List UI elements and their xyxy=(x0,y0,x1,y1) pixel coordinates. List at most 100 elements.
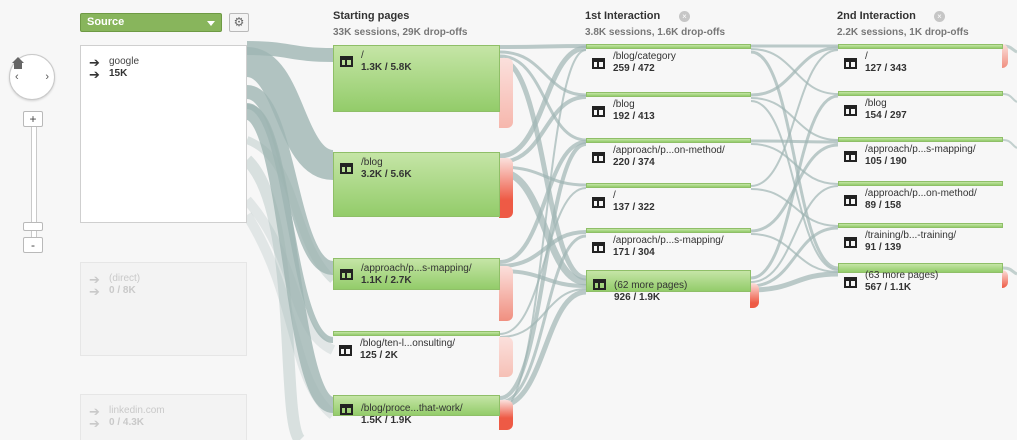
column-subtitle-second-interaction: 2.2K sessions, 1K drop-offs xyxy=(837,27,969,38)
first-interaction-node[interactable]: / 137 / 322 xyxy=(586,183,751,217)
dropoff-indicator[interactable] xyxy=(499,337,513,377)
page-volume-bar xyxy=(586,183,751,188)
page-stats: 1.3K / 5.8K xyxy=(361,62,412,73)
page-stats: 926 / 1.9K xyxy=(614,292,661,303)
first-interaction-node[interactable]: /approach/p...s-mapping/ 171 / 304 xyxy=(586,228,751,262)
source-arrow-icon: ➔ ➔ xyxy=(89,55,100,82)
source-count: 15K xyxy=(109,68,128,79)
page-volume-bar xyxy=(586,228,751,233)
starting-page-node[interactable]: /blog/ten-l...onsulting/ 125 / 2K xyxy=(333,331,500,365)
source-arrow-icon: ➔ ➔ xyxy=(89,272,100,299)
page-icon xyxy=(592,58,605,69)
page-label: / xyxy=(865,51,868,62)
dropoff-indicator[interactable] xyxy=(499,58,513,128)
page-icon xyxy=(593,279,606,290)
zoom-slider-handle[interactable] xyxy=(23,222,43,231)
source-node-direct[interactable]: ➔ ➔ (direct) 0 / 8K xyxy=(80,262,247,356)
page-label: /blog/ten-l...onsulting/ xyxy=(360,338,456,349)
page-stats: 567 / 1.1K xyxy=(865,282,912,293)
column-title-first-interaction: 1st Interaction xyxy=(585,10,661,22)
page-volume-bar xyxy=(838,263,1003,273)
page-label: /approach/p...s-mapping/ xyxy=(361,263,472,274)
page-icon xyxy=(844,58,857,69)
page-volume-bar xyxy=(586,92,751,97)
source-name: google xyxy=(109,56,140,67)
pan-left-icon[interactable]: ‹ xyxy=(15,71,19,83)
page-label: (62 more pages) xyxy=(614,280,688,291)
settings-button[interactable]: ⚙ xyxy=(229,13,249,32)
source-node-google[interactable]: ➔ ➔ google 15K xyxy=(80,45,247,223)
dropoff-indicator[interactable] xyxy=(1002,44,1008,68)
page-icon xyxy=(844,277,857,288)
page-stats: 220 / 374 xyxy=(613,157,655,168)
chevron-down-icon xyxy=(207,21,215,26)
page-icon xyxy=(844,105,857,116)
pan-control[interactable]: ‹ › xyxy=(9,54,55,100)
page-icon xyxy=(339,345,352,356)
source-count: 0 / 8K xyxy=(109,285,136,296)
first-interaction-node[interactable]: /blog 192 / 413 xyxy=(586,92,751,126)
second-interaction-node[interactable]: /approach/p...s-mapping/ 105 / 190 xyxy=(838,137,1003,171)
starting-page-node[interactable]: /blog/proce...that-work/ 1.5K / 1.9K xyxy=(333,395,500,426)
page-volume-bar xyxy=(838,223,1003,228)
page-stats: 171 / 304 xyxy=(613,247,655,258)
close-icon[interactable]: × xyxy=(679,11,690,22)
gear-icon: ⚙ xyxy=(233,15,245,29)
dropoff-indicator[interactable] xyxy=(499,400,513,430)
page-label: /approach/p...on-method/ xyxy=(613,145,725,156)
page-volume-bar xyxy=(333,331,500,336)
source-count: 0 / 4.3K xyxy=(109,417,145,428)
page-label: /blog xyxy=(613,99,635,110)
starting-page-node[interactable]: /approach/p...s-mapping/ 1.1K / 2.7K xyxy=(333,258,500,290)
dropoff-indicator[interactable] xyxy=(499,266,513,321)
first-interaction-node[interactable]: /blog/category 259 / 472 xyxy=(586,44,751,78)
close-icon[interactable]: × xyxy=(934,11,945,22)
page-label: /approach/p...s-mapping/ xyxy=(613,235,724,246)
page-volume-bar xyxy=(586,44,751,49)
page-volume-bar xyxy=(586,138,751,143)
page-stats: 105 / 190 xyxy=(865,156,907,167)
page-label: /blog xyxy=(361,157,383,168)
second-interaction-node[interactable]: (63 more pages) 567 / 1.1K xyxy=(838,263,1003,297)
page-label: /training/b...-training/ xyxy=(865,230,957,241)
second-interaction-node[interactable]: /blog 154 / 297 xyxy=(838,91,1003,125)
first-interaction-node[interactable]: (62 more pages) 926 / 1.9K xyxy=(586,270,751,303)
zoom-in-button[interactable]: + xyxy=(23,111,43,127)
column-subtitle-first-interaction: 3.8K sessions, 1.6K drop-offs xyxy=(585,27,726,38)
second-interaction-node[interactable]: / 127 / 343 xyxy=(838,44,1003,78)
page-icon xyxy=(340,56,353,67)
page-stats: 259 / 472 xyxy=(613,63,655,74)
page-icon xyxy=(340,269,353,280)
dimension-select-label: Source xyxy=(87,16,125,28)
starting-page-node[interactable]: /blog 3.2K / 5.6K xyxy=(333,152,500,217)
second-interaction-node[interactable]: /approach/p...on-method/ 89 / 158 xyxy=(838,181,1003,215)
dropoff-indicator[interactable] xyxy=(750,283,759,308)
page-label: /approach/p...s-mapping/ xyxy=(865,144,976,155)
page-label: / xyxy=(361,50,364,61)
home-icon[interactable] xyxy=(10,55,26,71)
dimension-select[interactable]: Source xyxy=(80,13,222,32)
page-icon xyxy=(592,242,605,253)
page-stats: 125 / 2K xyxy=(360,350,398,361)
page-icon xyxy=(340,163,353,174)
page-volume-bar xyxy=(838,181,1003,186)
column-title-starting-pages: Starting pages xyxy=(333,10,410,22)
pan-right-icon[interactable]: › xyxy=(45,71,49,83)
page-stats: 91 / 139 xyxy=(865,242,902,253)
page-volume-bar xyxy=(838,44,1003,49)
first-interaction-node[interactable]: /approach/p...on-method/ 220 / 374 xyxy=(586,138,751,172)
dropoff-indicator[interactable] xyxy=(1002,270,1008,288)
page-icon xyxy=(844,237,857,248)
zoom-out-button[interactable]: - xyxy=(23,237,43,253)
page-label: / xyxy=(613,190,616,201)
page-stats: 154 / 297 xyxy=(865,110,907,121)
page-stats: 3.2K / 5.6K xyxy=(361,169,412,180)
page-label: /approach/p...on-method/ xyxy=(865,188,977,199)
starting-page-node[interactable]: / 1.3K / 5.8K xyxy=(333,45,500,112)
source-arrow-icon: ➔ ➔ xyxy=(89,404,100,431)
dropoff-indicator[interactable] xyxy=(499,158,513,218)
source-node-linkedin[interactable]: ➔ ➔ linkedin.com 0 / 4.3K xyxy=(80,394,247,440)
second-interaction-node[interactable]: /training/b...-training/ 91 / 139 xyxy=(838,223,1003,257)
